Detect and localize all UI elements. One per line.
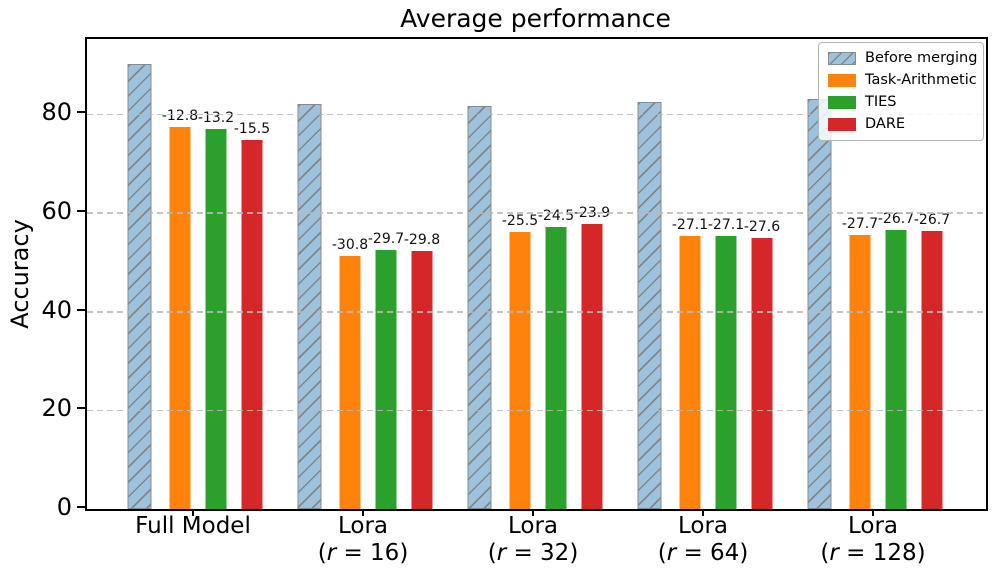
bar-before-merging-5 bbox=[807, 98, 832, 509]
legend-item-ties: TIES bbox=[828, 94, 974, 111]
bar-value-label: -27.1 bbox=[707, 216, 745, 233]
x-tick-label-line1: Lora bbox=[337, 513, 389, 539]
bar-ties-1: -13.2 bbox=[198, 110, 234, 509]
chart-title: Average performance bbox=[400, 4, 671, 33]
x-tick-label-line1: Lora bbox=[677, 513, 729, 539]
x-tick-mark-2 bbox=[362, 509, 364, 516]
bar-task-arithmetic-3: -25.5 bbox=[502, 213, 538, 509]
bar-value-label: -12.8 bbox=[161, 107, 199, 124]
bar-before-merging-4 bbox=[637, 102, 662, 509]
bar-ties-4: -27.1 bbox=[708, 217, 744, 509]
bar-task-arithmetic-2: -30.8 bbox=[332, 237, 368, 509]
legend-item-before-merging: Before merging bbox=[828, 50, 978, 67]
bar-group-4: -27.1 -27.1 -27.6 bbox=[637, 39, 780, 509]
bar-value-label: -30.8 bbox=[331, 236, 369, 253]
bar-task-arithmetic-5: -27.7 bbox=[842, 216, 878, 509]
bar-ties-5: -26.7 bbox=[878, 211, 914, 509]
bar-group-1: -12.8 -13.2 -15.5 bbox=[127, 39, 270, 509]
bar-before-merging-1 bbox=[127, 63, 152, 509]
y-tick-label-80: 80 bbox=[41, 98, 72, 127]
legend-swatch-icon bbox=[828, 118, 856, 131]
bar-value-label: -15.5 bbox=[233, 121, 271, 138]
legend-swatch-icon bbox=[828, 52, 856, 65]
y-tick-mark-80 bbox=[77, 111, 85, 114]
legend-swatch-icon bbox=[828, 74, 856, 87]
bar-task-arithmetic-1: -12.8 bbox=[162, 108, 198, 509]
bar-group-2: -30.8 -29.7 -29.8 bbox=[297, 39, 440, 509]
bar-value-label: -27.6 bbox=[743, 219, 781, 236]
y-tick-mark-40 bbox=[77, 308, 85, 311]
x-tick-mark-1 bbox=[192, 509, 194, 516]
x-tick-label-2: Lora (r = 16) bbox=[318, 513, 409, 567]
bar-group-3: -25.5 -24.5 -23.9 bbox=[467, 39, 610, 509]
legend-label: Before merging bbox=[865, 50, 978, 66]
x-tick-label-1: Full Model bbox=[135, 513, 251, 540]
bar-task-arithmetic-4: -27.1 bbox=[672, 217, 708, 509]
legend-label: Task-Arithmetic bbox=[865, 72, 977, 88]
legend: Before merging Task-Arithmetic TIES DARE bbox=[818, 42, 984, 141]
x-tick-mark-4 bbox=[702, 509, 704, 516]
bar-value-label: -25.5 bbox=[501, 212, 539, 229]
x-tick-label-line1: Lora bbox=[847, 513, 899, 539]
bar-value-label: -23.9 bbox=[573, 204, 611, 221]
bar-value-label: -13.2 bbox=[197, 109, 235, 126]
x-tick-label-line1: Full Model bbox=[135, 513, 251, 539]
x-tick-label-5: Lora (r = 128) bbox=[820, 513, 925, 567]
legend-label: DARE bbox=[865, 116, 906, 132]
x-tick-label-line2: (r = 32) bbox=[487, 540, 579, 566]
bar-dare-2: -29.8 bbox=[404, 232, 440, 509]
x-tick-mark-5 bbox=[872, 509, 874, 516]
bar-value-label: -26.7 bbox=[913, 211, 951, 228]
legend-label: TIES bbox=[865, 94, 897, 110]
bar-ties-2: -29.7 bbox=[368, 231, 404, 509]
bar-dare-3: -23.9 bbox=[574, 205, 610, 509]
y-tick-label-60: 60 bbox=[41, 197, 72, 226]
bar-before-merging-2 bbox=[297, 103, 322, 509]
bar-before-merging-3 bbox=[467, 106, 492, 509]
bar-dare-4: -27.6 bbox=[744, 219, 780, 509]
legend-item-task-arithmetic: Task-Arithmetic bbox=[828, 72, 977, 89]
bar-value-label: -26.7 bbox=[877, 211, 915, 228]
y-tick-label-20: 20 bbox=[41, 394, 72, 423]
x-tick-label-line1: Lora bbox=[507, 513, 559, 539]
y-tick-label-0: 0 bbox=[56, 493, 72, 521]
y-tick-mark-20 bbox=[77, 407, 85, 410]
y-tick-label-40: 40 bbox=[41, 295, 72, 324]
y-tick-mark-60 bbox=[77, 210, 85, 213]
bar-ties-3: -24.5 bbox=[538, 208, 574, 509]
bar-value-label: -24.5 bbox=[537, 207, 575, 224]
x-tick-label-3: Lora (r = 32) bbox=[488, 513, 579, 567]
bar-value-label: -27.7 bbox=[841, 216, 879, 233]
legend-item-dare: DARE bbox=[828, 116, 974, 133]
bar-dare-1: -15.5 bbox=[234, 121, 270, 509]
legend-swatch-icon bbox=[828, 96, 856, 109]
bar-group-5: -27.7 -26.7 -26.7 bbox=[807, 39, 950, 509]
bar-dare-5: -26.7 bbox=[914, 212, 950, 509]
bar-value-label: -29.8 bbox=[403, 231, 441, 248]
x-tick-label-line2: (r = 64) bbox=[657, 540, 749, 566]
x-tick-label-4: Lora (r = 64) bbox=[658, 513, 749, 567]
bar-value-label: -27.1 bbox=[671, 216, 709, 233]
x-tick-mark-3 bbox=[532, 509, 534, 516]
bar-value-label: -29.7 bbox=[367, 231, 405, 248]
x-tick-label-line2: (r = 128) bbox=[820, 540, 926, 566]
y-tick-mark-0 bbox=[77, 506, 85, 508]
x-tick-label-line2: (r = 16) bbox=[317, 540, 409, 566]
